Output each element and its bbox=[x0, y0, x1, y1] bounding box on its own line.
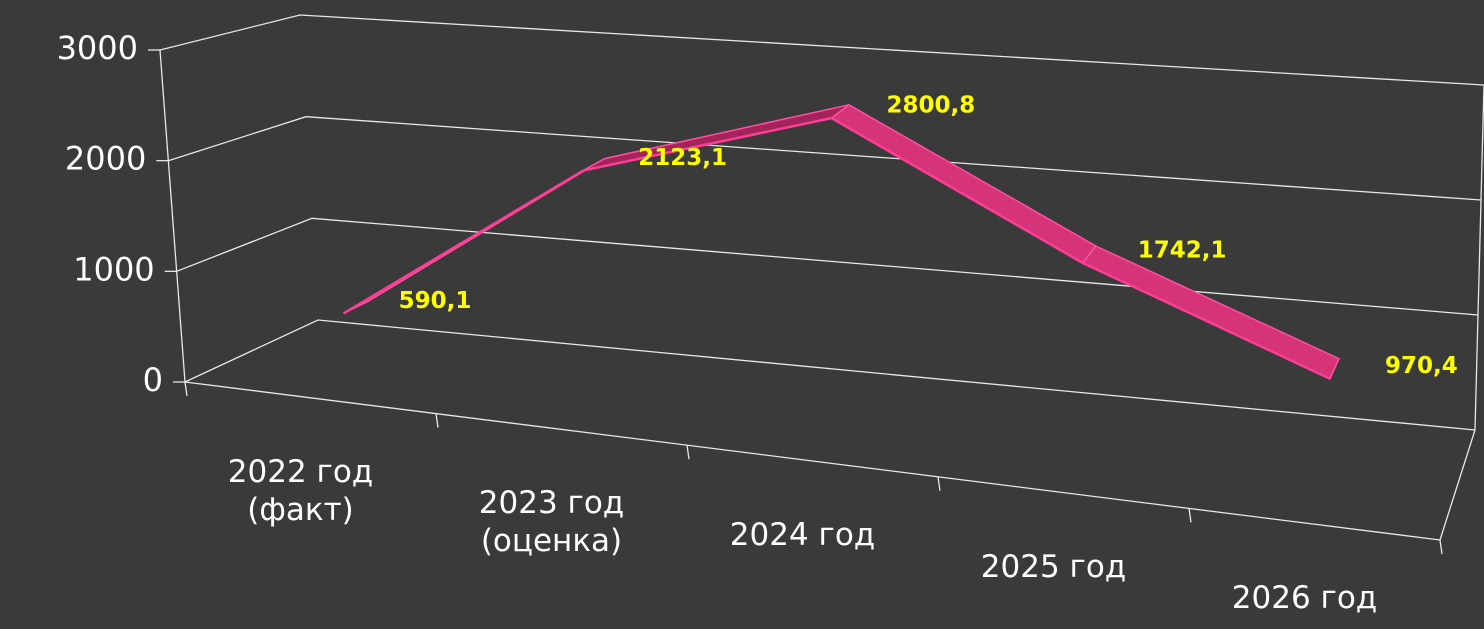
x-tick bbox=[435, 413, 439, 428]
grid-line bbox=[159, 14, 1484, 86]
grid-line bbox=[184, 319, 1476, 431]
ribbon bbox=[830, 103, 1097, 264]
data-label: 2800,8 bbox=[887, 93, 976, 119]
line bbox=[342, 116, 1331, 380]
data-label: 2123,1 bbox=[638, 145, 727, 171]
x-tick bbox=[937, 476, 941, 491]
x-tick-label: 2022 год (факт) bbox=[227, 453, 374, 528]
grid-line bbox=[168, 116, 1482, 201]
y-axis bbox=[159, 49, 186, 383]
ribbon bbox=[1081, 245, 1340, 380]
y-tick-label: 2000 bbox=[65, 140, 146, 178]
data-label: 970,4 bbox=[1385, 353, 1458, 379]
x-tick bbox=[184, 381, 188, 397]
x-tick-label: 2026 год bbox=[1231, 580, 1378, 617]
side-wall bbox=[1439, 84, 1484, 541]
x-tick-label: 2025 год bbox=[980, 548, 1127, 585]
y-tick-label: 1000 bbox=[73, 250, 154, 288]
y-tick-label: 3000 bbox=[57, 29, 138, 67]
y-tick-label: 0 bbox=[143, 361, 163, 399]
x-tick bbox=[1439, 539, 1443, 555]
data-label: 1742,1 bbox=[1138, 237, 1227, 263]
grid-line bbox=[176, 217, 1479, 316]
data-label: 590,1 bbox=[399, 288, 472, 314]
x-tick bbox=[686, 445, 690, 460]
x-tick-label: 2023 год (оценка) bbox=[478, 485, 625, 560]
x-tick bbox=[1188, 508, 1192, 523]
x-axis bbox=[184, 381, 1441, 541]
x-tick-label: 2024 год bbox=[729, 517, 876, 553]
